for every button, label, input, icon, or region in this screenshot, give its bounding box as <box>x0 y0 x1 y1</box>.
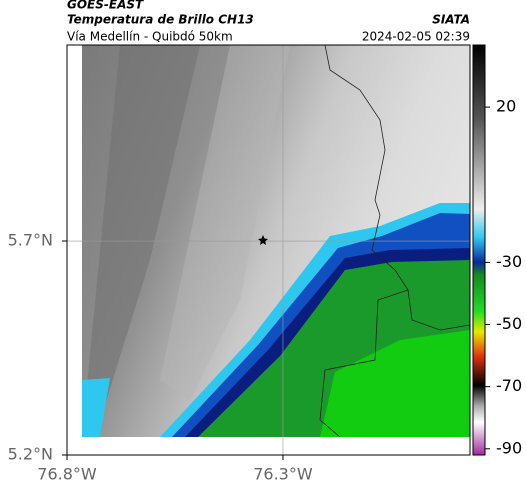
lon-label: 76.8°W <box>37 465 97 484</box>
satellite-image <box>82 45 470 437</box>
colorbar-label: -30 <box>496 252 522 271</box>
subtitle: Temperatura de Brillo CH13 <box>67 13 254 27</box>
colorbar-label: -70 <box>496 376 522 395</box>
lat-label: 5.2°N <box>8 445 53 464</box>
route: Vía Medellín - Quibdó 50km <box>67 30 233 44</box>
colorbar-label: 20 <box>496 97 516 116</box>
colorbar-label: -50 <box>496 314 522 333</box>
lat-label: 5.7°N <box>8 231 53 250</box>
source: SIATA <box>432 13 470 27</box>
datetime: 2024-02-05 02:39 <box>362 30 470 44</box>
colorbar <box>472 44 486 456</box>
title: GOES-EAST <box>67 0 144 12</box>
lon-label: 76.3°W <box>253 465 313 484</box>
colorbar-label: -90 <box>496 438 522 457</box>
map-frame <box>66 44 471 456</box>
location-star <box>258 235 268 245</box>
